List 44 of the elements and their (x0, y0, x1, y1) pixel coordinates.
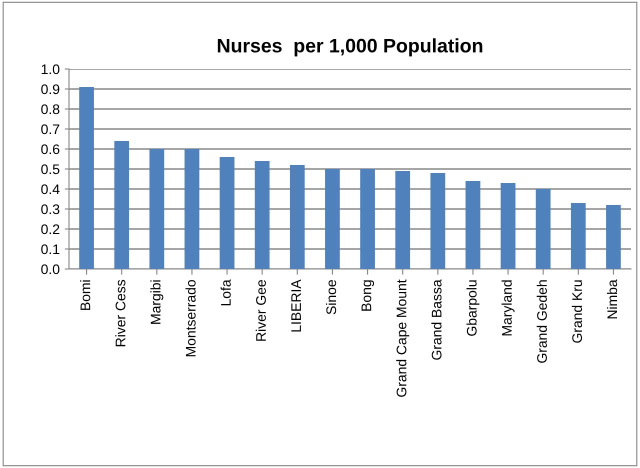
y-tick-label: 0.3 (41, 204, 60, 214)
bar (220, 157, 234, 269)
x-tick-label: Grand Bassa (431, 279, 442, 360)
y-tick-label: 0.9 (41, 84, 60, 94)
bar (570, 203, 586, 269)
x-tick-label: Bomi (80, 280, 90, 310)
x-tick-label: River Gee (256, 280, 266, 341)
bar (466, 181, 480, 269)
x-tick-label: LIBERIA (291, 279, 301, 332)
bar (500, 183, 516, 269)
x-tick-label: Bong (362, 280, 374, 311)
y-tick-label: 0.8 (41, 104, 60, 114)
bar (79, 87, 94, 269)
x-tick-label: Grand Cape Mount (396, 280, 410, 397)
y-tick-label: 0.7 (41, 124, 60, 134)
x-tick-label: Grand Gedeh (536, 280, 547, 363)
x-tick-label: Gbarpolu (466, 280, 480, 336)
bar (430, 173, 446, 269)
bar (606, 205, 621, 269)
bar (184, 149, 200, 269)
x-tick-label: Nimba (606, 279, 618, 318)
x-tick-label: Lofa (220, 279, 231, 306)
y-tick-label: 1.0 (42, 64, 60, 74)
x-tick-label: River Cess (115, 280, 126, 346)
x-tick-label: Grand Kru (572, 280, 582, 343)
bar (325, 169, 340, 269)
y-tick-label: 0.2 (41, 224, 60, 234)
bar (360, 169, 375, 269)
y-tick-label: 0.4 (41, 184, 60, 194)
x-tick-label: Maryland (502, 280, 515, 336)
chart-title: Nurses per 1,000 Population (218, 38, 482, 56)
y-tick-label: 0.6 (41, 144, 60, 154)
y-tick-label: 0.5 (41, 164, 60, 174)
bar (395, 171, 410, 269)
bar (149, 149, 164, 269)
x-tick-label: Margibi (150, 280, 164, 324)
x-tick-label: Montserrado (185, 280, 196, 356)
bar (536, 189, 551, 269)
bar (254, 161, 270, 269)
y-tick-label: 0.0 (41, 264, 60, 274)
x-tick-label: Sinoe (326, 280, 336, 314)
y-tick-label: 0.1 (41, 244, 60, 254)
bar (114, 141, 130, 269)
bar (290, 165, 305, 269)
